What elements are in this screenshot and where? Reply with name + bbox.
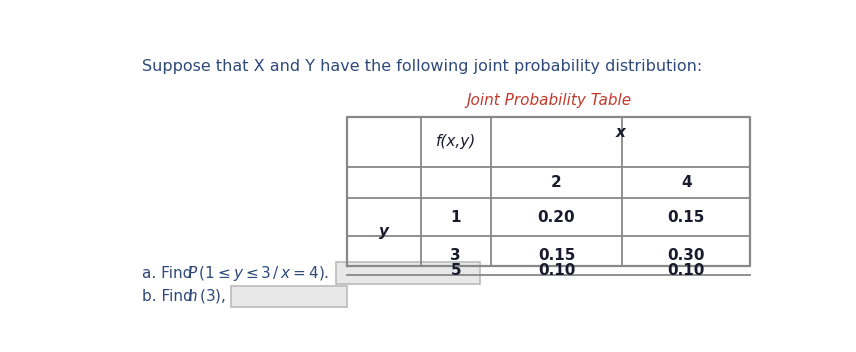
Text: $h\,(3),$: $h\,(3),$ bbox=[187, 287, 226, 305]
Text: 1: 1 bbox=[450, 209, 461, 225]
Text: b. Find: b. Find bbox=[142, 289, 198, 304]
Text: x: x bbox=[615, 125, 626, 140]
Text: $P\,(1 \leq y \leq 3\,/\,x = 4).$: $P\,(1 \leq y \leq 3\,/\,x = 4).$ bbox=[187, 264, 329, 283]
FancyBboxPatch shape bbox=[336, 263, 479, 284]
Text: 0.15: 0.15 bbox=[538, 248, 575, 263]
Text: f(x,y): f(x,y) bbox=[436, 134, 476, 150]
Text: a. Find: a. Find bbox=[142, 266, 197, 281]
Text: 0.20: 0.20 bbox=[538, 209, 575, 225]
FancyBboxPatch shape bbox=[231, 285, 348, 307]
Text: 0.30: 0.30 bbox=[668, 248, 705, 263]
Text: 0.10: 0.10 bbox=[538, 263, 575, 278]
Text: 0.10: 0.10 bbox=[668, 263, 705, 278]
Text: 3: 3 bbox=[450, 248, 461, 263]
Text: Suppose that X and Y have the following joint probability distribution:: Suppose that X and Y have the following … bbox=[142, 59, 702, 74]
Text: Joint Probability Table: Joint Probability Table bbox=[467, 93, 632, 108]
Text: 2: 2 bbox=[551, 175, 562, 190]
Text: 0.15: 0.15 bbox=[668, 209, 705, 225]
Text: 4: 4 bbox=[681, 175, 692, 190]
Text: 5: 5 bbox=[450, 263, 461, 278]
Text: y: y bbox=[379, 224, 389, 239]
